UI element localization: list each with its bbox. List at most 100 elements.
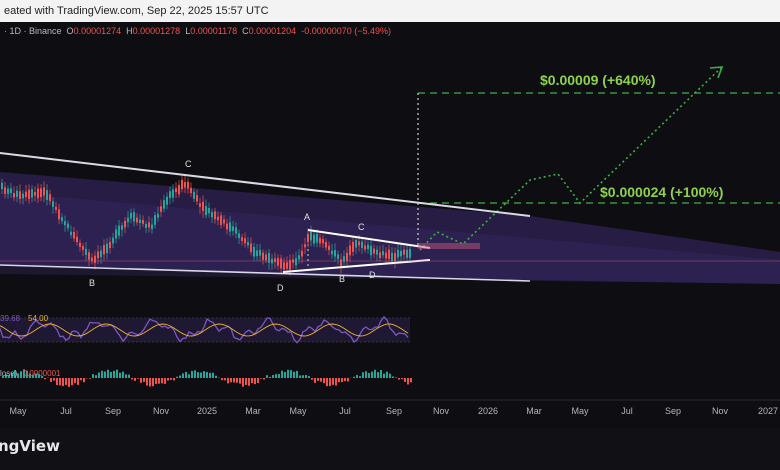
macd-bar [224,378,226,381]
x-tick-label: Sep [665,406,681,416]
candle-body [28,189,30,199]
channel-band [0,172,780,284]
macd-bar [161,378,163,384]
candle-body [250,243,252,253]
candle-body [49,194,51,202]
candle-body [109,241,111,249]
x-tick-label: Nov [433,406,450,416]
macd-bar [272,374,274,378]
candle-body [13,193,15,198]
macd-bar [404,378,406,382]
macd-bar [122,371,124,378]
macd-bar [371,371,373,378]
candle-body [283,262,285,270]
candle-body [76,236,78,243]
macd-bar [353,376,355,378]
x-tick-label: Nov [712,406,729,416]
candle-body [190,187,192,194]
candle-body [145,223,147,228]
macd-bar [338,378,340,383]
candle-body [52,201,54,208]
candle-body [403,249,405,255]
change-value: -0.00000070 (−5.49%) [301,26,392,36]
price-chart[interactable]: $0.00009 (+640%) $0.000024 (+100%) C B A… [0,22,780,432]
footer-bar [0,428,780,470]
candle-body [301,250,303,257]
candle-body [88,252,90,260]
candle-body [328,245,330,251]
candle-body [211,212,213,218]
candle-body [253,246,255,257]
macd-bar [215,375,217,378]
rsi-ma-label: 54.00 [28,314,49,323]
wave-label-b1: B [89,278,95,288]
macd-bar [344,378,346,382]
macd-bar [212,372,214,378]
wave-label-d2: D [369,270,376,280]
macd-bar [5,374,7,378]
candle-body [103,245,105,255]
candle-body [298,255,300,260]
macd-bar [263,378,265,380]
triangle-upper [307,229,431,249]
candle-body [400,250,402,257]
candle-body [232,226,234,232]
candle-body [310,231,312,241]
candle-body [184,182,186,188]
x-tick-label: Sep [386,406,402,416]
candle-body [226,223,228,230]
wave-label-d1: D [277,283,284,293]
candle-body [241,237,243,241]
x-tick-label: May [571,406,589,416]
target-label-top: $0.00009 (+640%) [540,72,656,88]
candle-body [322,239,324,244]
macd-label: lose) [0,369,18,378]
macd-bar [89,378,91,379]
macd-bar [356,375,358,378]
macd-bar [209,372,211,378]
candle-body [256,250,258,257]
candle-body [79,242,81,247]
macd-bar [173,378,175,381]
candle-body [148,222,150,228]
candle-body [340,259,342,267]
macd-bar [365,371,367,378]
candle-body [238,233,240,239]
candle-body [259,249,261,256]
rsi-line [0,315,409,344]
snapshot-header: eated with TradingView.com, Sep 22, 2025… [0,0,780,22]
ohlc-legend: · 1D · Binance O0.00001274 H0.00001278 L… [4,26,391,36]
candle-body [100,250,102,258]
candle-body [235,227,237,234]
macd-bar [32,374,34,378]
candle-body [67,223,69,229]
macd-bar [11,373,13,378]
candle-body [166,196,168,205]
price-series [1,175,411,276]
macd-bar [38,374,40,378]
candle-body [343,256,345,262]
macd-bar [62,378,64,387]
macd-bar [305,374,307,378]
candle-body [178,184,180,195]
candle-body [124,220,126,228]
candle-body [196,195,198,202]
macd-bar [14,370,16,378]
candle-body [370,245,372,256]
macd-bar [83,378,85,383]
macd-bar [206,371,208,378]
macd-bar [140,378,142,383]
rsi-series [0,315,409,344]
macd-bar [170,378,172,380]
macd-bar [335,378,337,386]
candle-body [319,237,321,244]
macd-bar [29,373,31,378]
candle-body [94,255,96,263]
x-axis-ticks: May Jul Sep Nov 2025 Mar May Jul Sep Nov 2026 Mar Ma… [9,406,778,416]
macd-bar [80,378,82,381]
candle-body [160,206,162,212]
macd-bar [239,378,241,384]
macd-bar [398,378,400,380]
macd-bar [41,375,43,378]
candle-body [223,219,225,224]
